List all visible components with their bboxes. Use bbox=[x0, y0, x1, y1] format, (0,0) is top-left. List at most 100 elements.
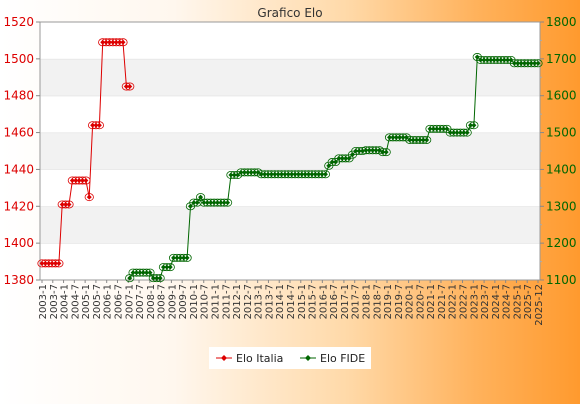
data-point-elo-fide bbox=[326, 163, 332, 169]
x-axis: 2003-1 2003-7 2004-1 2004-7 2005-1 2005-7 2006… bbox=[38, 280, 545, 326]
data-point-elo-fide bbox=[468, 122, 474, 128]
data-point-elo-fide bbox=[474, 54, 480, 60]
grid-band bbox=[40, 169, 540, 207]
data-point-elo-fide bbox=[346, 155, 352, 161]
data-point-elo-fide bbox=[461, 130, 467, 136]
data-point-ring-elo-fide bbox=[422, 135, 432, 144]
data-point-ring-elo-fide bbox=[320, 170, 331, 179]
data-point-elo-fide bbox=[484, 57, 490, 63]
data-point-elo-fide bbox=[508, 57, 514, 63]
series-elo-italia bbox=[37, 38, 135, 268]
data-point-elo-fide bbox=[498, 57, 504, 63]
x-tick-label: 2019-1 bbox=[383, 284, 394, 319]
data-point-elo-fide bbox=[137, 270, 143, 276]
x-tick-label: 2005-1 bbox=[81, 284, 92, 319]
x-tick-label: 2003-7 bbox=[49, 284, 60, 319]
data-point-elo-fide bbox=[329, 159, 335, 165]
x-tick-label: 2007-7 bbox=[135, 284, 146, 319]
data-point-elo-italia bbox=[83, 177, 89, 183]
data-point-ring-elo-italia bbox=[81, 176, 91, 185]
data-point-elo-fide bbox=[316, 171, 322, 177]
data-point-elo-fide bbox=[174, 255, 180, 261]
left-axis: 1380 1400 1420 1440 1460 1480 1500 1520 bbox=[3, 15, 40, 287]
left-tick-label: 1400 bbox=[3, 236, 34, 250]
data-point-elo-fide bbox=[198, 194, 204, 200]
data-point-elo-italia bbox=[79, 177, 85, 183]
data-point-elo-fide bbox=[360, 148, 366, 154]
x-tick-label: 2015-1 bbox=[297, 284, 308, 319]
data-point-elo-fide bbox=[366, 147, 372, 153]
data-point-elo-fide bbox=[241, 169, 247, 175]
data-point-elo-fide bbox=[262, 171, 268, 177]
data-point-ring-elo-italia bbox=[125, 82, 135, 91]
data-point-elo-fide bbox=[410, 137, 416, 143]
data-point-elo-fide bbox=[252, 169, 258, 175]
data-point-elo-fide bbox=[312, 171, 318, 177]
data-point-elo-fide bbox=[370, 147, 376, 153]
data-point-elo-fide bbox=[430, 126, 436, 132]
left-tick-label: 1480 bbox=[3, 89, 34, 103]
data-point-elo-italia bbox=[59, 201, 65, 207]
data-point-elo-italia bbox=[73, 177, 79, 183]
data-point-elo-fide bbox=[414, 137, 420, 143]
left-tick-label: 1520 bbox=[3, 15, 34, 29]
x-tick-label: 2025-7 bbox=[523, 284, 534, 319]
data-point-elo-fide bbox=[383, 149, 389, 155]
data-point-elo-fide bbox=[488, 57, 494, 63]
data-point-elo-italia bbox=[66, 201, 72, 207]
x-tick-label: 2007-1 bbox=[124, 284, 135, 319]
data-point-ring-elo-fide bbox=[233, 170, 243, 179]
legend-marker-elo-italia bbox=[221, 355, 227, 361]
right-axis: 1100 1200 1300 1400 1500 1600 1700 1800 bbox=[540, 15, 577, 287]
data-point-ring-elo-fide bbox=[462, 128, 472, 137]
x-tick-label: 2016-1 bbox=[318, 284, 329, 319]
x-tick-label: 2014-1 bbox=[275, 284, 286, 319]
data-point-elo-italia bbox=[42, 260, 48, 266]
data-point-ring-elo-italia bbox=[84, 193, 94, 202]
x-tick-label: 2010-1 bbox=[189, 284, 200, 319]
data-point-elo-fide bbox=[417, 137, 423, 143]
data-point-elo-fide bbox=[373, 147, 379, 153]
right-tick-label: 1400 bbox=[546, 162, 577, 176]
data-point-elo-fide bbox=[420, 137, 426, 143]
data-point-ring-elo-fide bbox=[253, 168, 263, 177]
data-point-elo-fide bbox=[525, 60, 531, 66]
x-tick-label: 2025-1 bbox=[512, 284, 523, 319]
x-tick-label: 2022-7 bbox=[459, 284, 470, 319]
grid-band bbox=[40, 243, 540, 280]
data-point-elo-fide bbox=[528, 60, 534, 66]
x-tick-label: 2010-7 bbox=[200, 284, 211, 319]
x-tick-label: 2024-7 bbox=[502, 284, 513, 319]
data-point-elo-fide bbox=[444, 126, 450, 132]
data-point-elo-fide bbox=[194, 200, 200, 206]
data-point-elo-italia bbox=[100, 39, 106, 45]
data-point-elo-fide bbox=[424, 137, 430, 143]
data-point-elo-fide bbox=[437, 126, 443, 132]
x-tick-label: 2017-1 bbox=[340, 284, 351, 319]
x-tick-label: 2003-1 bbox=[38, 284, 49, 319]
data-point-elo-italia bbox=[76, 177, 82, 183]
data-point-elo-fide bbox=[336, 155, 342, 161]
chart-title: Grafico Elo bbox=[257, 6, 322, 20]
x-tick-label: 2018-7 bbox=[372, 284, 383, 319]
x-tick-label: 2006-7 bbox=[113, 284, 124, 319]
data-point-elo-fide bbox=[184, 255, 190, 261]
data-point-elo-fide bbox=[157, 275, 163, 281]
data-point-elo-italia bbox=[39, 260, 45, 266]
data-point-elo-italia bbox=[103, 39, 109, 45]
data-point-elo-fide bbox=[464, 130, 470, 136]
data-point-elo-fide bbox=[201, 200, 207, 206]
data-point-elo-fide bbox=[515, 60, 521, 66]
x-tick-label: 2009-1 bbox=[167, 284, 178, 319]
data-point-elo-fide bbox=[441, 126, 447, 132]
data-point-ring-elo-fide bbox=[533, 59, 543, 68]
data-point-elo-fide bbox=[272, 171, 278, 177]
data-point-elo-italia bbox=[63, 201, 69, 207]
data-point-elo-fide bbox=[495, 57, 501, 63]
data-point-elo-fide bbox=[204, 200, 210, 206]
x-tick-label: 2025-12 bbox=[534, 284, 545, 326]
data-point-elo-fide bbox=[302, 171, 308, 177]
data-point-elo-fide bbox=[150, 275, 156, 281]
data-point-elo-fide bbox=[471, 122, 477, 128]
data-point-elo-italia bbox=[123, 84, 129, 89]
